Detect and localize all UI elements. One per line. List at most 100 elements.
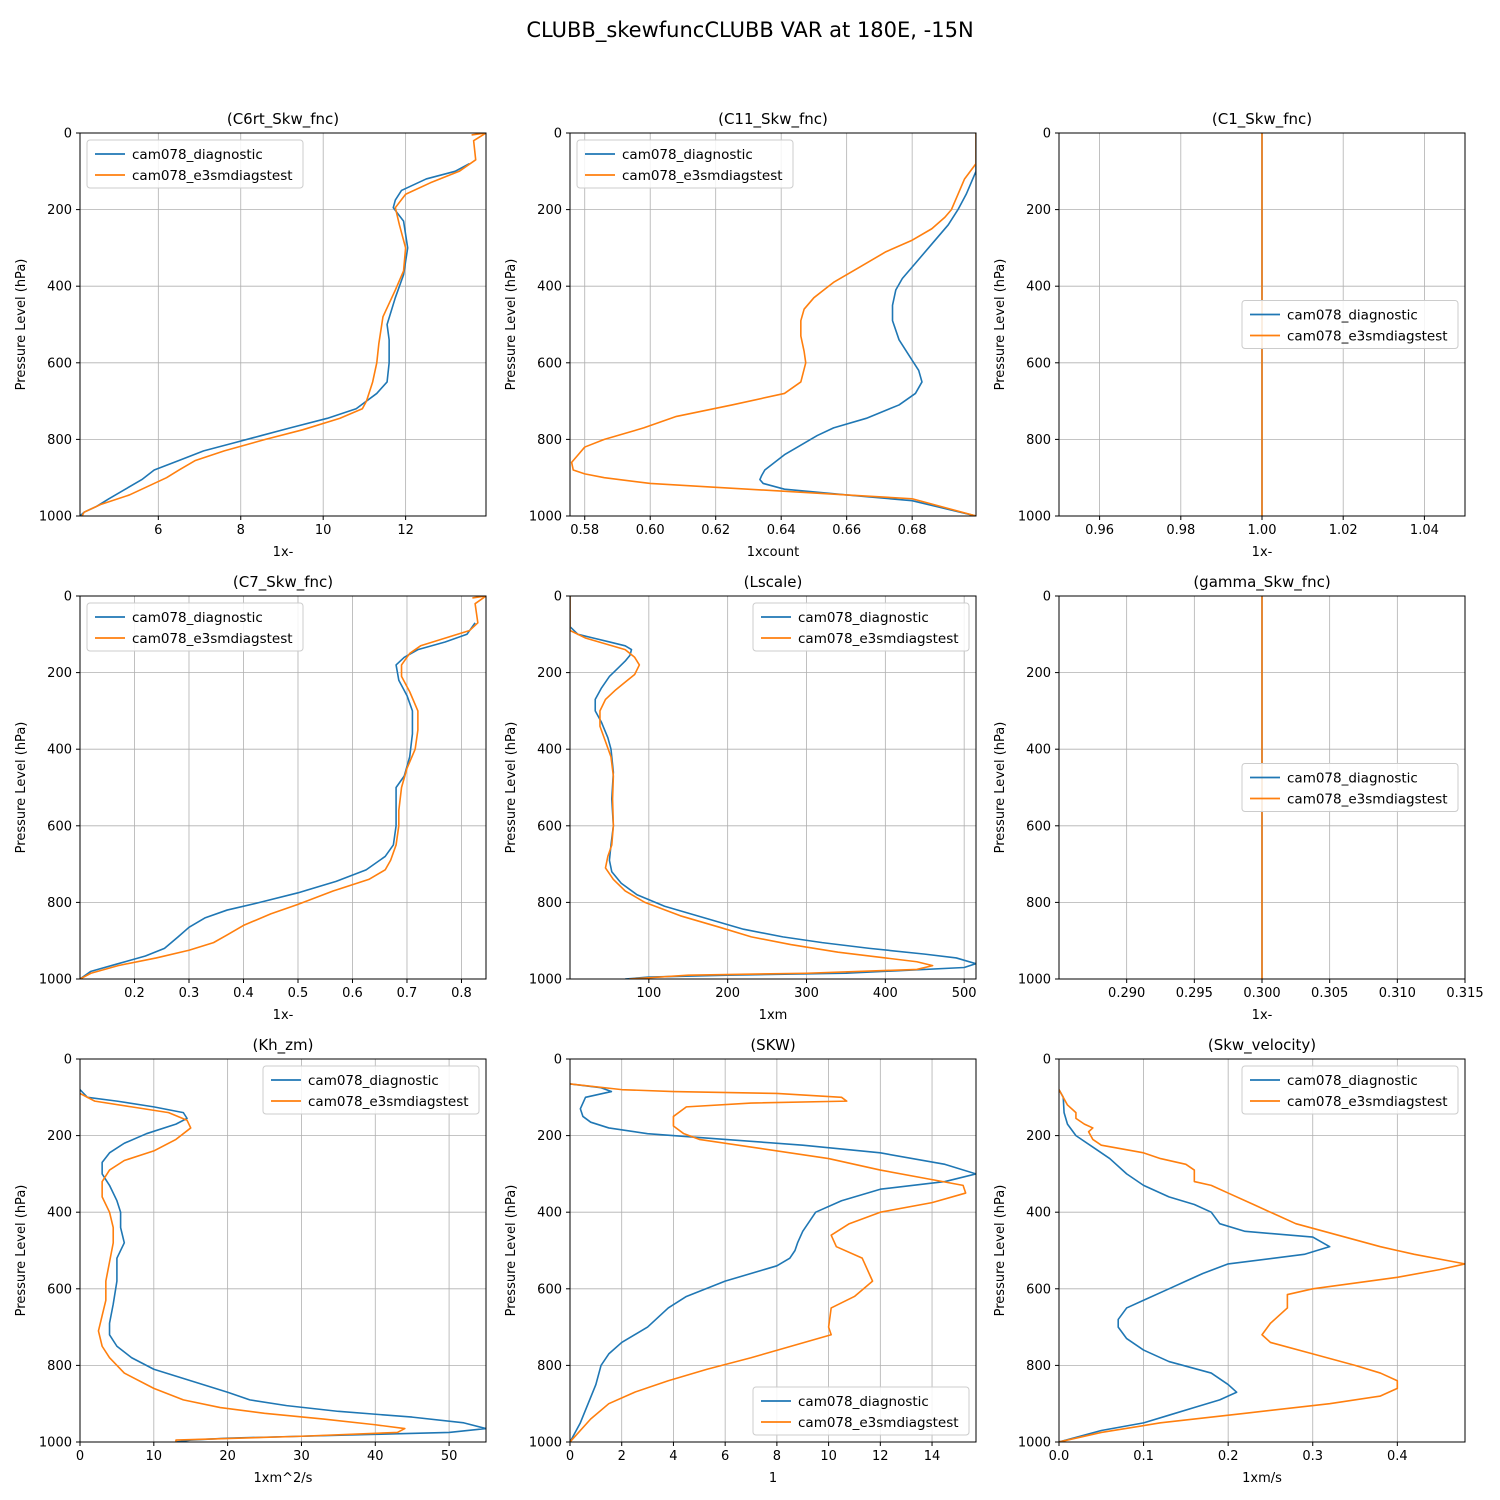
figure-suptitle: CLUBB_skewfuncCLUBB VAR at 180E, -15N bbox=[526, 18, 973, 43]
series-line-cam078_e3smdiagstest bbox=[570, 133, 976, 516]
x-tick-label: 0.64 bbox=[767, 523, 796, 538]
legend-label: cam078_e3smdiagstest bbox=[798, 631, 959, 647]
legend-box bbox=[1241, 763, 1459, 812]
subplot-title: (C1_Skw_fnc) bbox=[1212, 110, 1312, 129]
legend-label: cam078_e3smdiagstest bbox=[132, 168, 293, 184]
x-tick-label: 0.1 bbox=[1133, 1449, 1154, 1464]
y-tick-label: 0 bbox=[554, 127, 562, 142]
legend: cam078_diagnostic cam078_e3smdiagstest bbox=[86, 602, 304, 652]
series-line-cam078_e3smdiagstest bbox=[1059, 1089, 1465, 1442]
subplot: 0.0 0.1 0.2 0.3 0.4 0 200 400 600 800 1000 (Skw_vel… bbox=[993, 1036, 1466, 1486]
y-tick-label: 1000 bbox=[39, 973, 72, 988]
x-axis-label: 1 bbox=[769, 1471, 777, 1486]
y-tick-label: 800 bbox=[537, 433, 562, 448]
y-tick-label: 1000 bbox=[1018, 510, 1051, 525]
legend-box bbox=[86, 602, 304, 652]
axes-frame bbox=[79, 132, 487, 517]
plot-area bbox=[570, 1059, 976, 1442]
legend-label: cam078_e3smdiagstest bbox=[798, 1415, 959, 1431]
y-tick-label: 200 bbox=[537, 666, 562, 681]
series-line-cam078_diagnostic bbox=[80, 1089, 486, 1442]
plot-area bbox=[80, 133, 486, 516]
y-tick-label: 0 bbox=[1043, 590, 1051, 605]
subplot-title: (C6rt_Skw_fnc) bbox=[227, 110, 339, 129]
y-axis-label: Pressure Level (hPa) bbox=[993, 259, 1008, 391]
y-tick-label: 400 bbox=[47, 743, 72, 758]
series-line-cam078_e3smdiagstest bbox=[570, 1083, 967, 1442]
y-axis-label: Pressure Level (hPa) bbox=[14, 1185, 29, 1317]
legend-label: cam078_diagnostic bbox=[1287, 1073, 1418, 1089]
y-tick-label: 1000 bbox=[1018, 1436, 1051, 1451]
axes-frame bbox=[79, 1058, 487, 1443]
gridlines bbox=[570, 595, 976, 980]
x-tick-label: 10 bbox=[820, 1449, 837, 1464]
x-tick-label: 0.2 bbox=[1218, 1449, 1239, 1464]
legend: cam078_diagnostic cam078_e3smdiagstest bbox=[1241, 300, 1459, 349]
x-tick-label: 40 bbox=[367, 1449, 384, 1464]
y-tick-label: 800 bbox=[1026, 896, 1051, 911]
x-tick-label: 100 bbox=[636, 986, 661, 1001]
subplot-title: (Kh_zm) bbox=[252, 1036, 313, 1055]
legend-box bbox=[752, 602, 970, 652]
subplot-title: (SKW) bbox=[750, 1036, 795, 1054]
x-axis-label: 1x- bbox=[1252, 1008, 1273, 1023]
y-tick-label: 600 bbox=[1026, 819, 1051, 834]
y-tick-label: 600 bbox=[1026, 1282, 1051, 1297]
x-axis-label: 1xm bbox=[759, 1008, 788, 1023]
y-tick-label: 1000 bbox=[39, 510, 72, 525]
subplot: 0.96 0.98 1.00 1.02 1.04 0 200 400 600 800 1000 (C1… bbox=[993, 110, 1466, 560]
y-tick-label: 200 bbox=[537, 1129, 562, 1144]
y-axis-label: Pressure Level (hPa) bbox=[504, 259, 519, 391]
x-tick-label: 200 bbox=[715, 986, 740, 1001]
plot-area bbox=[80, 1059, 486, 1442]
x-tick-label: 20 bbox=[219, 1449, 236, 1464]
x-tick-label: 1.00 bbox=[1248, 523, 1277, 538]
subplot-title: (gamma_Skw_fnc) bbox=[1193, 573, 1330, 592]
series-line-cam078_e3smdiagstest bbox=[570, 596, 934, 979]
y-tick-label: 200 bbox=[537, 203, 562, 218]
y-tick-label: 400 bbox=[537, 743, 562, 758]
x-tick-label: 0.300 bbox=[1243, 986, 1280, 1001]
subplot: 0.2 0.3 0.4 0.5 0.6 0.7 0.8 0 200 400 600 800 1000 (C… bbox=[14, 573, 487, 1023]
x-tick-label: 0.68 bbox=[898, 523, 927, 538]
x-tick-label: 10 bbox=[315, 523, 332, 538]
series-line-cam078_diagnostic bbox=[80, 162, 470, 516]
legend-box bbox=[86, 139, 304, 189]
x-tick-label: 6 bbox=[721, 1449, 729, 1464]
legend: cam078_diagnostic cam078_e3smdiagstest bbox=[752, 1386, 970, 1436]
x-axis-label: 1xcount bbox=[747, 545, 799, 560]
x-tick-label: 1.02 bbox=[1329, 523, 1358, 538]
y-tick-label: 0 bbox=[64, 590, 72, 605]
x-tick-label: 12 bbox=[872, 1449, 889, 1464]
y-tick-label: 800 bbox=[537, 896, 562, 911]
x-tick-label: 0.2 bbox=[124, 986, 145, 1001]
x-tick-label: 6 bbox=[154, 523, 162, 538]
x-tick-label: 0.8 bbox=[451, 986, 472, 1001]
x-tick-label: 0 bbox=[566, 1449, 574, 1464]
x-tick-label: 0.98 bbox=[1166, 523, 1195, 538]
x-tick-label: 10 bbox=[146, 1449, 163, 1464]
y-tick-label: 400 bbox=[537, 1206, 562, 1221]
y-tick-label: 200 bbox=[1026, 666, 1051, 681]
subplot: 0 2 4 6 8 10 12 14 0 200 400 600 800 1000 (SKW) 1 Pressu… bbox=[504, 1036, 977, 1486]
y-tick-label: 400 bbox=[1026, 1206, 1051, 1221]
y-tick-label: 600 bbox=[47, 819, 72, 834]
y-axis-label: Pressure Level (hPa) bbox=[993, 1185, 1008, 1317]
x-tick-label: 50 bbox=[441, 1449, 458, 1464]
series-line-cam078_diagnostic bbox=[1059, 1089, 1331, 1442]
x-tick-label: 0.0 bbox=[1049, 1449, 1070, 1464]
y-axis-label: Pressure Level (hPa) bbox=[504, 722, 519, 854]
y-tick-label: 800 bbox=[47, 896, 72, 911]
x-tick-label: 300 bbox=[794, 986, 819, 1001]
y-tick-label: 1000 bbox=[39, 1436, 72, 1451]
series-line-cam078_diagnostic bbox=[759, 133, 976, 516]
x-tick-label: 0.96 bbox=[1085, 523, 1114, 538]
y-tick-label: 0 bbox=[64, 127, 72, 142]
axes-frame bbox=[1058, 1058, 1466, 1443]
legend-label: cam078_diagnostic bbox=[308, 1073, 439, 1089]
y-tick-label: 0 bbox=[1043, 127, 1051, 142]
legend: cam078_diagnostic cam078_e3smdiagstest bbox=[86, 139, 304, 189]
y-tick-label: 800 bbox=[47, 433, 72, 448]
plot-area bbox=[570, 596, 976, 979]
axes-frame bbox=[569, 132, 977, 517]
